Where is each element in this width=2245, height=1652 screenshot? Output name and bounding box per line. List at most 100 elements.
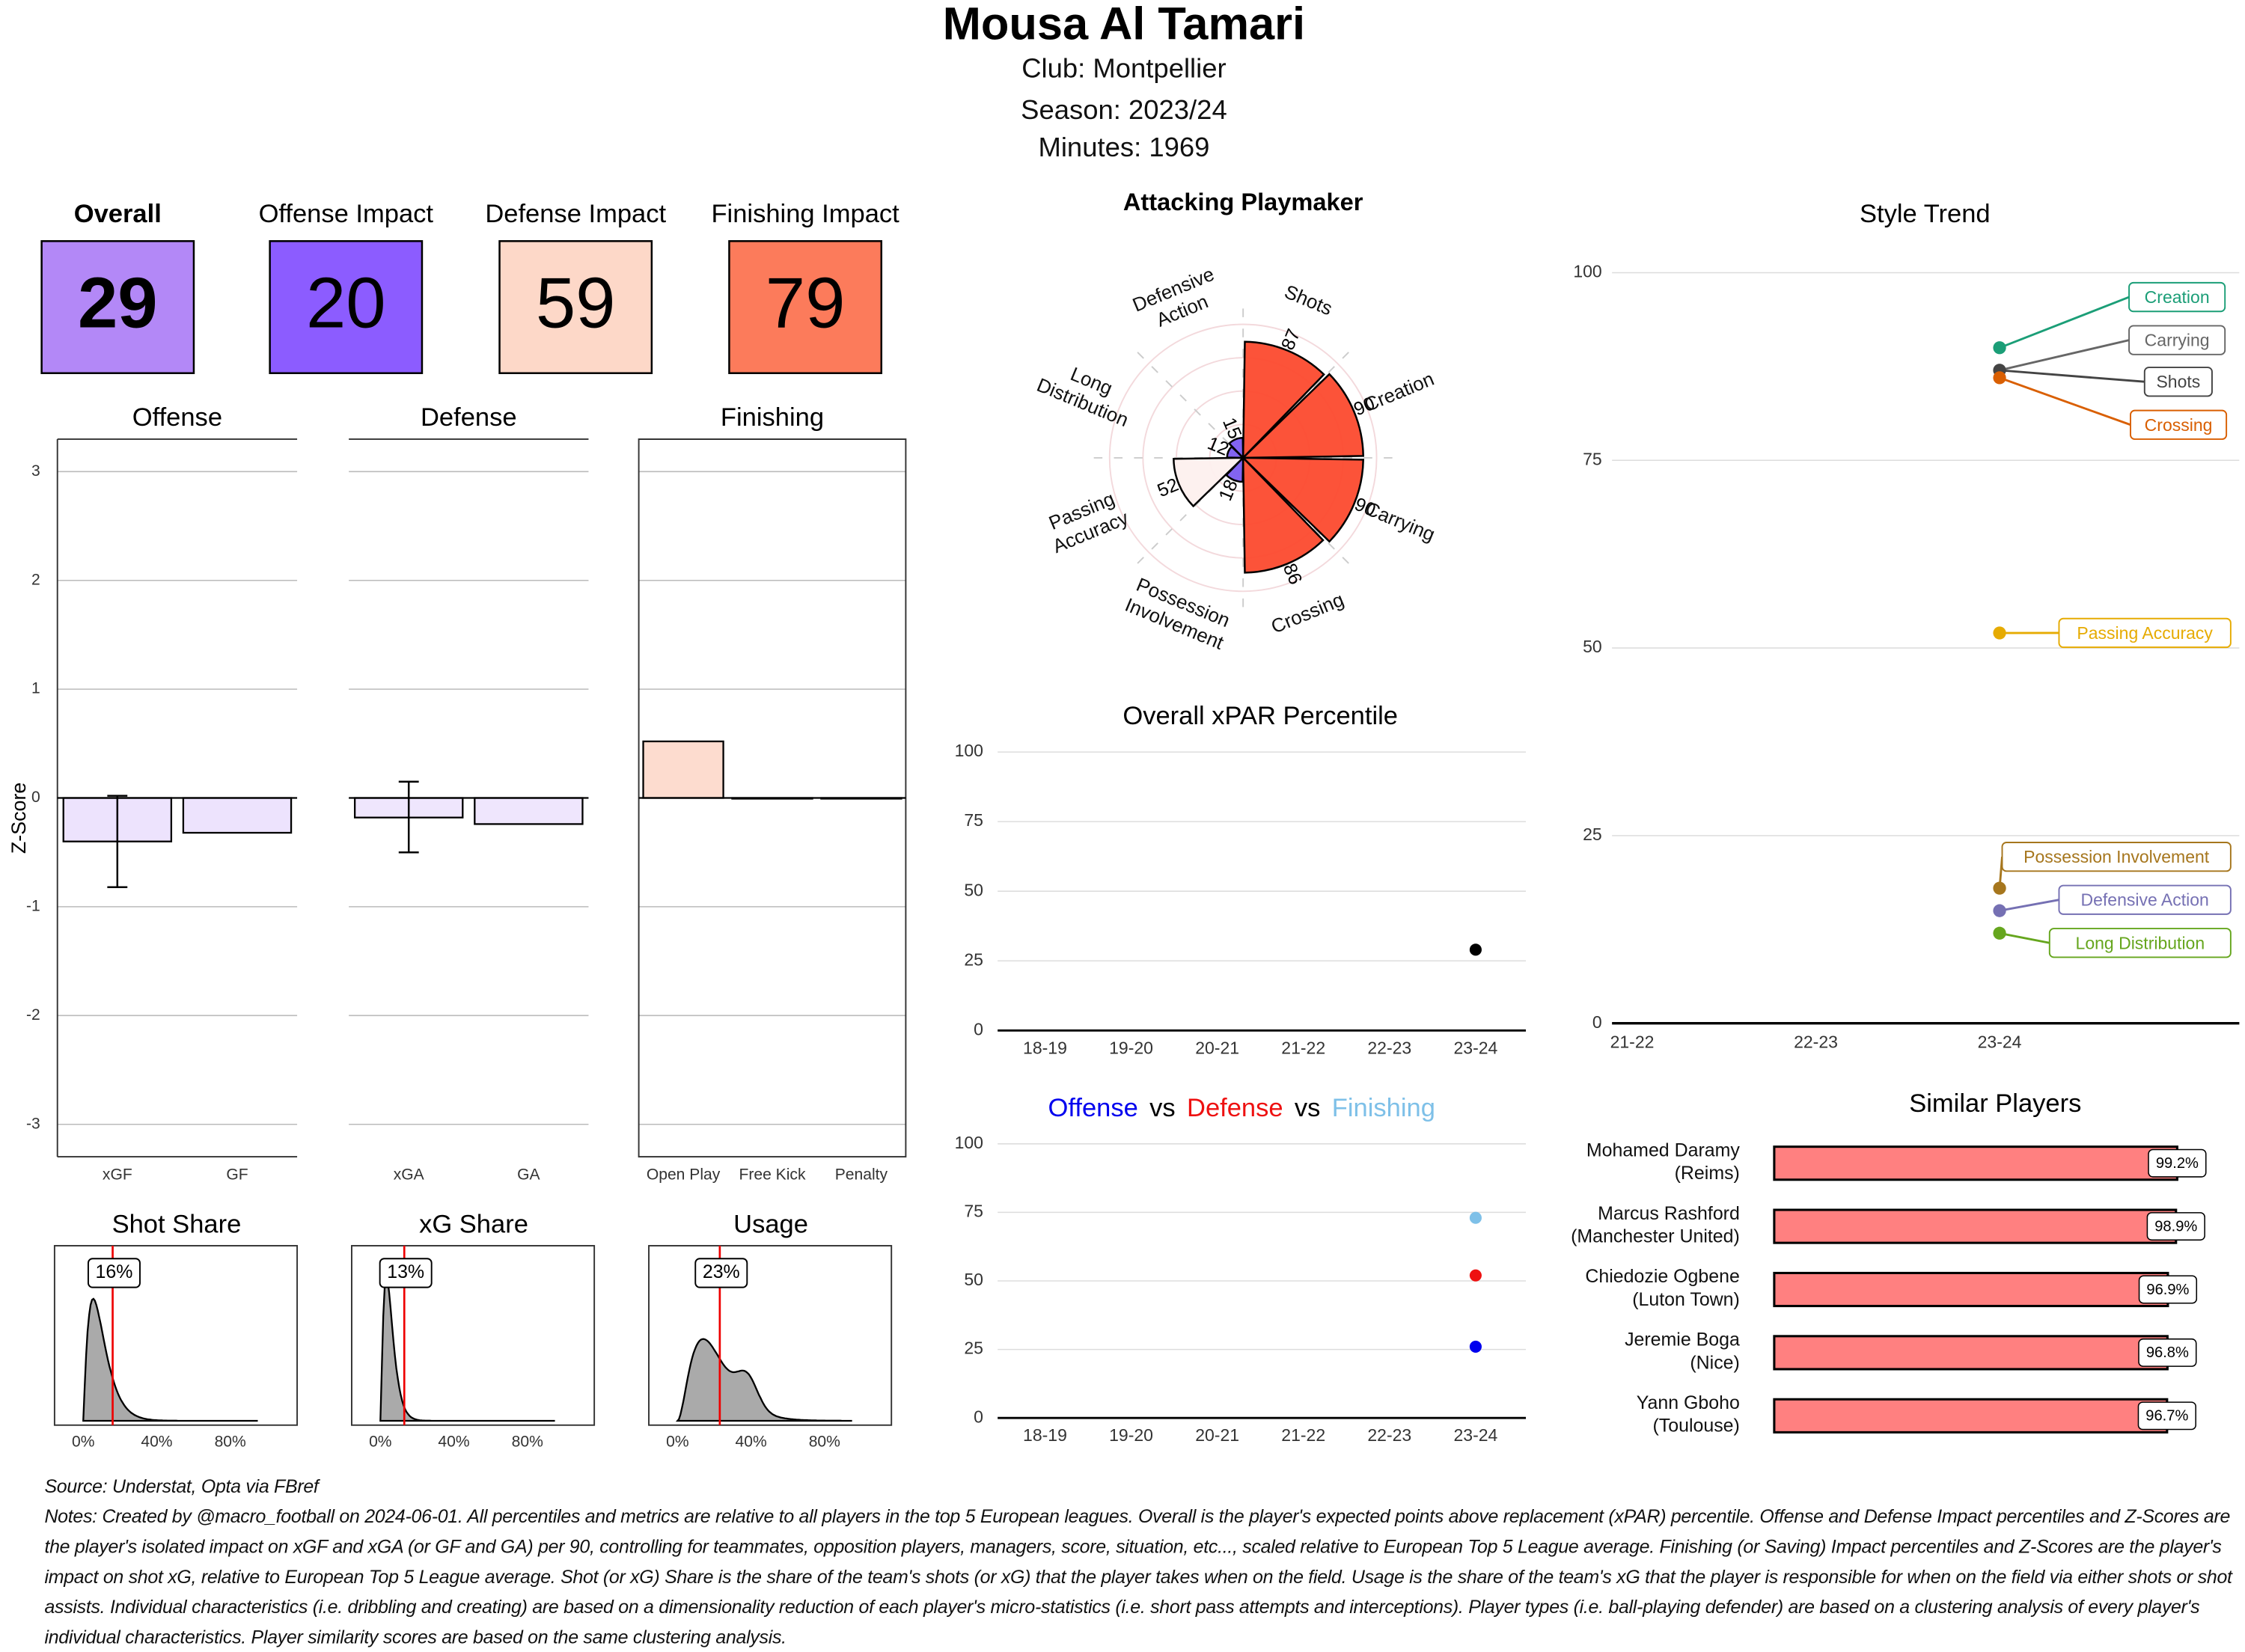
radar-chart: Attacking Playmaker87Shots90Creation90Ca… xyxy=(1033,188,1438,654)
x-tick-label: 80% xyxy=(809,1433,840,1450)
x-tick-label: 18-19 xyxy=(1023,1038,1067,1057)
title-part: Offense xyxy=(1048,1094,1138,1122)
zscore-bar-ga xyxy=(474,798,582,825)
label-line: Chiedozie Ogbene xyxy=(1585,1266,1739,1287)
card-label: Defense Impact xyxy=(485,200,666,228)
label-line: Creation xyxy=(1361,369,1437,416)
x-tick-label: Free Kick xyxy=(739,1166,806,1184)
value-label: 13% xyxy=(387,1261,424,1282)
x-tick-label: 23-24 xyxy=(1978,1032,2022,1052)
label-line: (Manchester United) xyxy=(1571,1226,1740,1246)
similarity-label: 99.2% xyxy=(2156,1155,2199,1172)
trend-label: Creation xyxy=(2145,287,2210,307)
x-tick-label: 18-19 xyxy=(1023,1425,1067,1445)
leader-line xyxy=(2000,378,2131,425)
title-part: Finishing xyxy=(1332,1094,1435,1122)
trend-label: Long Distribution xyxy=(2076,933,2205,952)
x-tick-label: 80% xyxy=(215,1433,246,1450)
value-label: 16% xyxy=(96,1261,133,1282)
season-label: Season: 2023/24 xyxy=(1021,94,1227,125)
panel-title: xG Share xyxy=(419,1210,528,1238)
panel-title: Usage xyxy=(733,1210,808,1238)
similarity-bar xyxy=(1774,1399,2167,1432)
trend-point-possession-involvement xyxy=(1993,881,2006,894)
radar-category-label: Crossing xyxy=(1268,590,1347,638)
label-line: Crossing xyxy=(1268,590,1347,638)
trend-label: Defensive Action xyxy=(2081,890,2209,910)
y-tick-label: 100 xyxy=(955,741,983,760)
title-part: vs xyxy=(1149,1094,1176,1122)
y-tick-label: -2 xyxy=(26,1006,40,1024)
y-tick-label: 25 xyxy=(964,1339,983,1358)
y-tick-label: 100 xyxy=(955,1133,983,1152)
trend-point-long-distribution xyxy=(1993,927,2006,940)
chart-title: Attacking Playmaker xyxy=(1123,188,1363,215)
y-tick-label: 3 xyxy=(31,462,40,480)
trend-point-creation xyxy=(1993,341,2006,354)
player-name-label: Marcus Rashford(Manchester United) xyxy=(1571,1202,1740,1246)
minutes-label: Minutes: 1969 xyxy=(1038,132,1209,162)
label-line: Yann Gboho xyxy=(1637,1392,1740,1413)
leader-line xyxy=(2000,297,2129,348)
radar-category-label: Shots xyxy=(1281,281,1335,319)
leader-line xyxy=(2000,900,2059,911)
y-tick-label: -1 xyxy=(26,897,40,914)
card-value: 20 xyxy=(306,263,386,343)
leader-line xyxy=(2000,933,2050,943)
chart-title: Overall xPAR Percentile xyxy=(1122,702,1398,730)
trend-point-defensive-action xyxy=(1993,905,2006,917)
x-tick-label: 40% xyxy=(141,1433,172,1450)
player-name-label: Chiedozie Ogbene(Luton Town) xyxy=(1585,1266,1739,1310)
similarity-label: 96.9% xyxy=(2146,1282,2189,1298)
radar-category-label: Carrying xyxy=(1362,498,1438,545)
chart-title: Similar Players xyxy=(1909,1089,2081,1118)
radar-category-label: DefensiveAction xyxy=(1130,264,1227,337)
x-tick-label: 22-23 xyxy=(1367,1038,1411,1057)
label-line: Shots xyxy=(1281,281,1335,319)
player-name-label: Jeremie Boga(Nice) xyxy=(1625,1329,1740,1373)
card-value: 79 xyxy=(766,263,846,343)
x-tick-label: Penalty xyxy=(835,1166,888,1184)
source-text: Source: Understat, Opta via FBref xyxy=(44,1471,2245,1501)
value-label: 23% xyxy=(703,1261,740,1282)
label-line: Mohamed Daramy xyxy=(1586,1139,1741,1160)
label-line: (Nice) xyxy=(1690,1352,1739,1373)
chart-title: Style Trend xyxy=(1860,200,1991,228)
x-tick-label: Open Play xyxy=(647,1166,721,1184)
label-line: (Luton Town) xyxy=(1632,1288,1740,1309)
radar-category-label: PassingAccuracy xyxy=(1041,486,1131,557)
footer: Source: Understat, Opta via FBref Notes:… xyxy=(44,1471,2245,1652)
y-tick-label: 0 xyxy=(974,1407,983,1426)
label-line: Jeremie Boga xyxy=(1625,1329,1740,1350)
y-tick-label: 25 xyxy=(964,949,983,969)
y-tick-label: 75 xyxy=(964,1201,983,1220)
panel-title: Defense xyxy=(421,403,517,432)
y-tick-label: 0 xyxy=(1592,1012,1602,1032)
player-name-label: Mohamed Daramy(Reims) xyxy=(1586,1139,1741,1184)
trend-point-crossing xyxy=(1993,371,2006,384)
trend-label: Crossing xyxy=(2145,415,2213,435)
panel-title: Offense xyxy=(132,403,222,432)
x-tick-label: 40% xyxy=(735,1433,766,1450)
y-tick-label: -3 xyxy=(26,1115,40,1132)
x-tick-label: 19-20 xyxy=(1109,1038,1153,1057)
impact-card: Finishing Impact 79 xyxy=(711,200,899,373)
label-line: Carrying xyxy=(1362,498,1438,545)
x-tick-label: 21-22 xyxy=(1281,1038,1325,1057)
trend-label: Passing Accuracy xyxy=(2077,623,2213,643)
x-tick-label: 23-24 xyxy=(1453,1425,1497,1445)
x-tick-label: 0% xyxy=(369,1433,392,1450)
card-label: Finishing Impact xyxy=(711,200,899,228)
player-name: Mousa Al Tamari xyxy=(943,0,1305,50)
similarity-label: 98.9% xyxy=(2154,1218,2197,1235)
point-offense xyxy=(1470,1341,1482,1353)
trend-label: Carrying xyxy=(2145,331,2210,350)
